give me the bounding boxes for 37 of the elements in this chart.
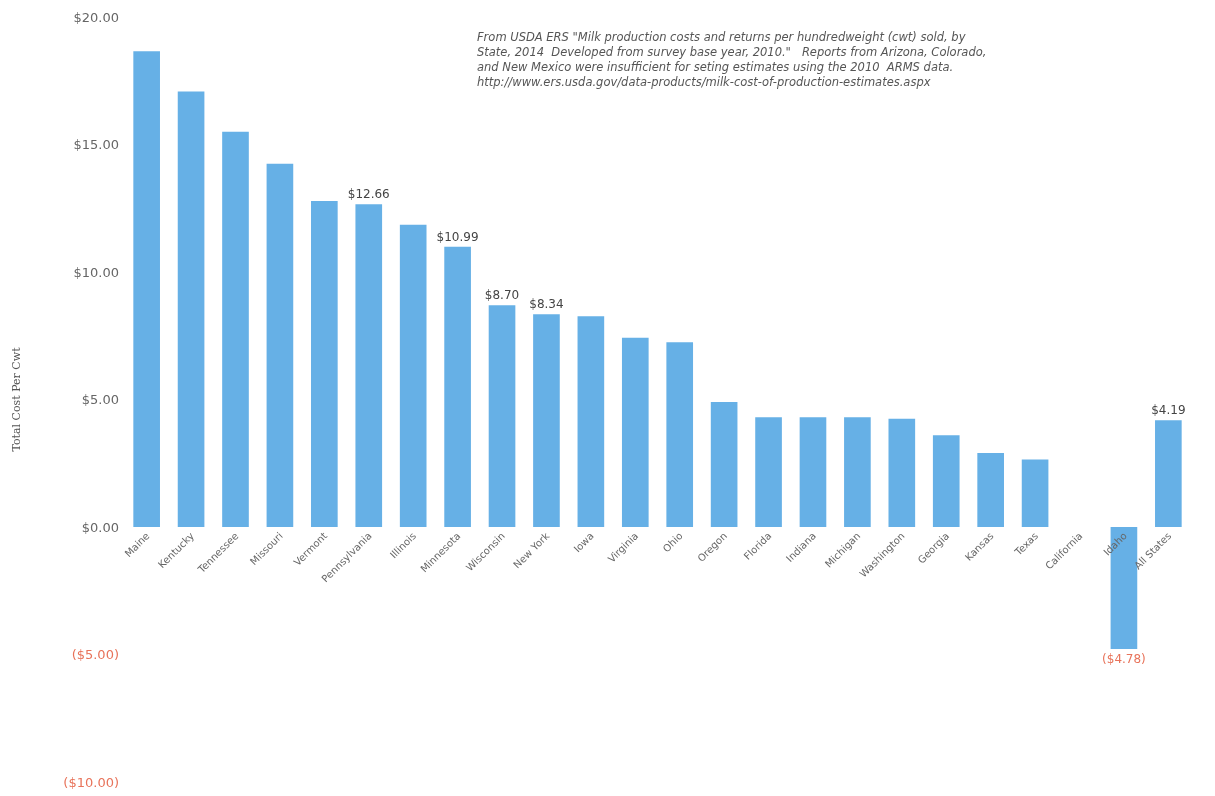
bar: [399, 224, 427, 527]
bar: [266, 163, 294, 527]
y-tick-label: ($10.00): [63, 774, 119, 790]
bar: [666, 342, 694, 527]
bar: [932, 435, 960, 527]
bar: [888, 418, 916, 527]
bar: [1155, 420, 1182, 527]
y-tick-label: $10.00: [73, 264, 119, 280]
bar: [1021, 459, 1049, 527]
bar: [177, 91, 205, 527]
y-tick-label: $5.00: [81, 392, 119, 408]
y-axis-title: Total Cost Per Cwt: [10, 346, 24, 452]
bar: [977, 453, 1004, 527]
bar: [133, 51, 160, 527]
y-tick-label: ($5.00): [71, 647, 119, 663]
bar: [844, 417, 871, 527]
bar: [444, 246, 471, 527]
data-label: $4.19: [1151, 403, 1186, 418]
bar: [799, 417, 827, 527]
annotation: From USDA ERS "Milk production costs and returns per hundredweight (cwt) sold, by State, 2014 Developed from survey base year, 2010." Reports from Arizona, Colorado, and New Mexico were insufficient for seting estimates using the 2010 ARMS data. http://www.ers.usda.gov/data-products/milk-cost-of-production-estimates.aspx: [477, 30, 987, 89]
data-label: $10.99: [436, 229, 479, 244]
bar: [488, 305, 516, 527]
bar: [222, 131, 249, 527]
y-tick-label: $15.00: [73, 137, 119, 153]
bar: [311, 201, 338, 527]
bar: [577, 316, 605, 527]
bar: [710, 402, 738, 527]
bar: [355, 204, 383, 527]
bar: [755, 417, 782, 527]
y-tick-label: $20.00: [73, 9, 119, 25]
data-label: $8.70: [484, 288, 520, 303]
data-label: ($4.78): [1102, 651, 1146, 666]
bar: [533, 314, 560, 527]
data-label: $12.66: [347, 187, 390, 202]
data-label: $8.34: [529, 297, 564, 312]
bar: [621, 337, 649, 527]
y-tick-label: $0.00: [81, 519, 119, 535]
